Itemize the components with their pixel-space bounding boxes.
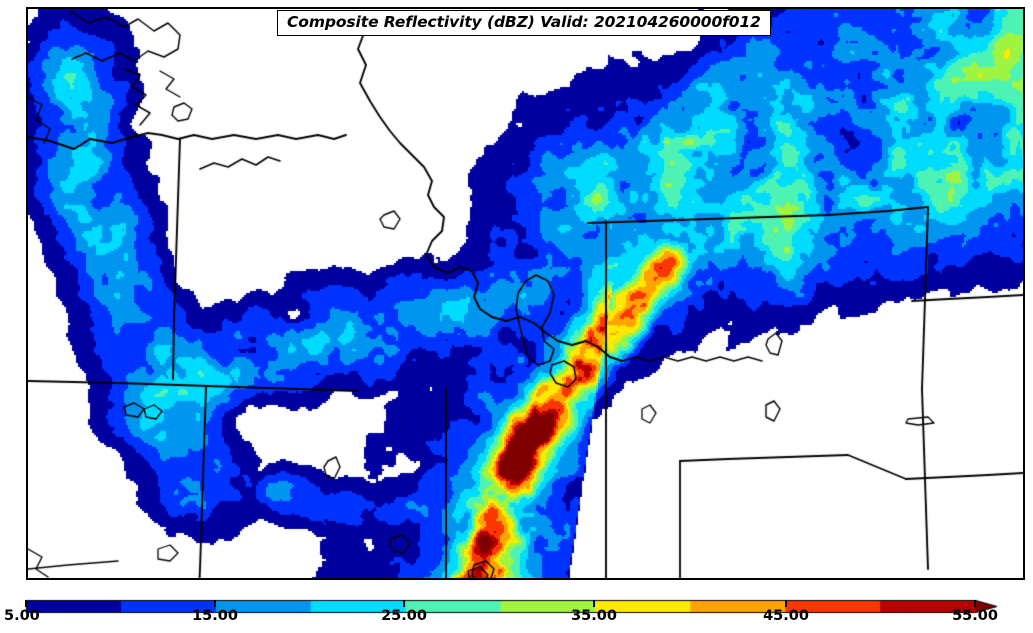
colorbar-tick [25,600,27,607]
colorbar-tick-label: 35.00 [571,608,617,624]
colorbar[interactable]: 5.00 15.00 25.00 35.00 45.00 55.00 [0,586,1033,633]
colorbar-tick-label: 55.00 [952,608,998,624]
colorbar-tick-label: 5.00 [4,608,40,624]
plot-title: Composite Reflectivity (dBZ) Valid: 2021… [277,10,771,37]
colorbar-tick [785,600,787,607]
colorbar-tick [593,600,595,607]
map-boundaries-overlay [28,9,1023,578]
colorbar-gradient [0,586,1033,633]
colorbar-tick-label: 45.00 [763,608,809,624]
colorbar-tick-group: 5.00 15.00 25.00 35.00 45.00 55.00 [0,586,1033,633]
colorbar-tick-label: 15.00 [192,608,238,624]
colorbar-tick-label: 25.00 [381,608,427,624]
colorbar-tick [214,600,216,607]
map-plot-area[interactable] [26,7,1025,580]
colorbar-tick [974,600,976,607]
colorbar-tick [403,600,405,607]
